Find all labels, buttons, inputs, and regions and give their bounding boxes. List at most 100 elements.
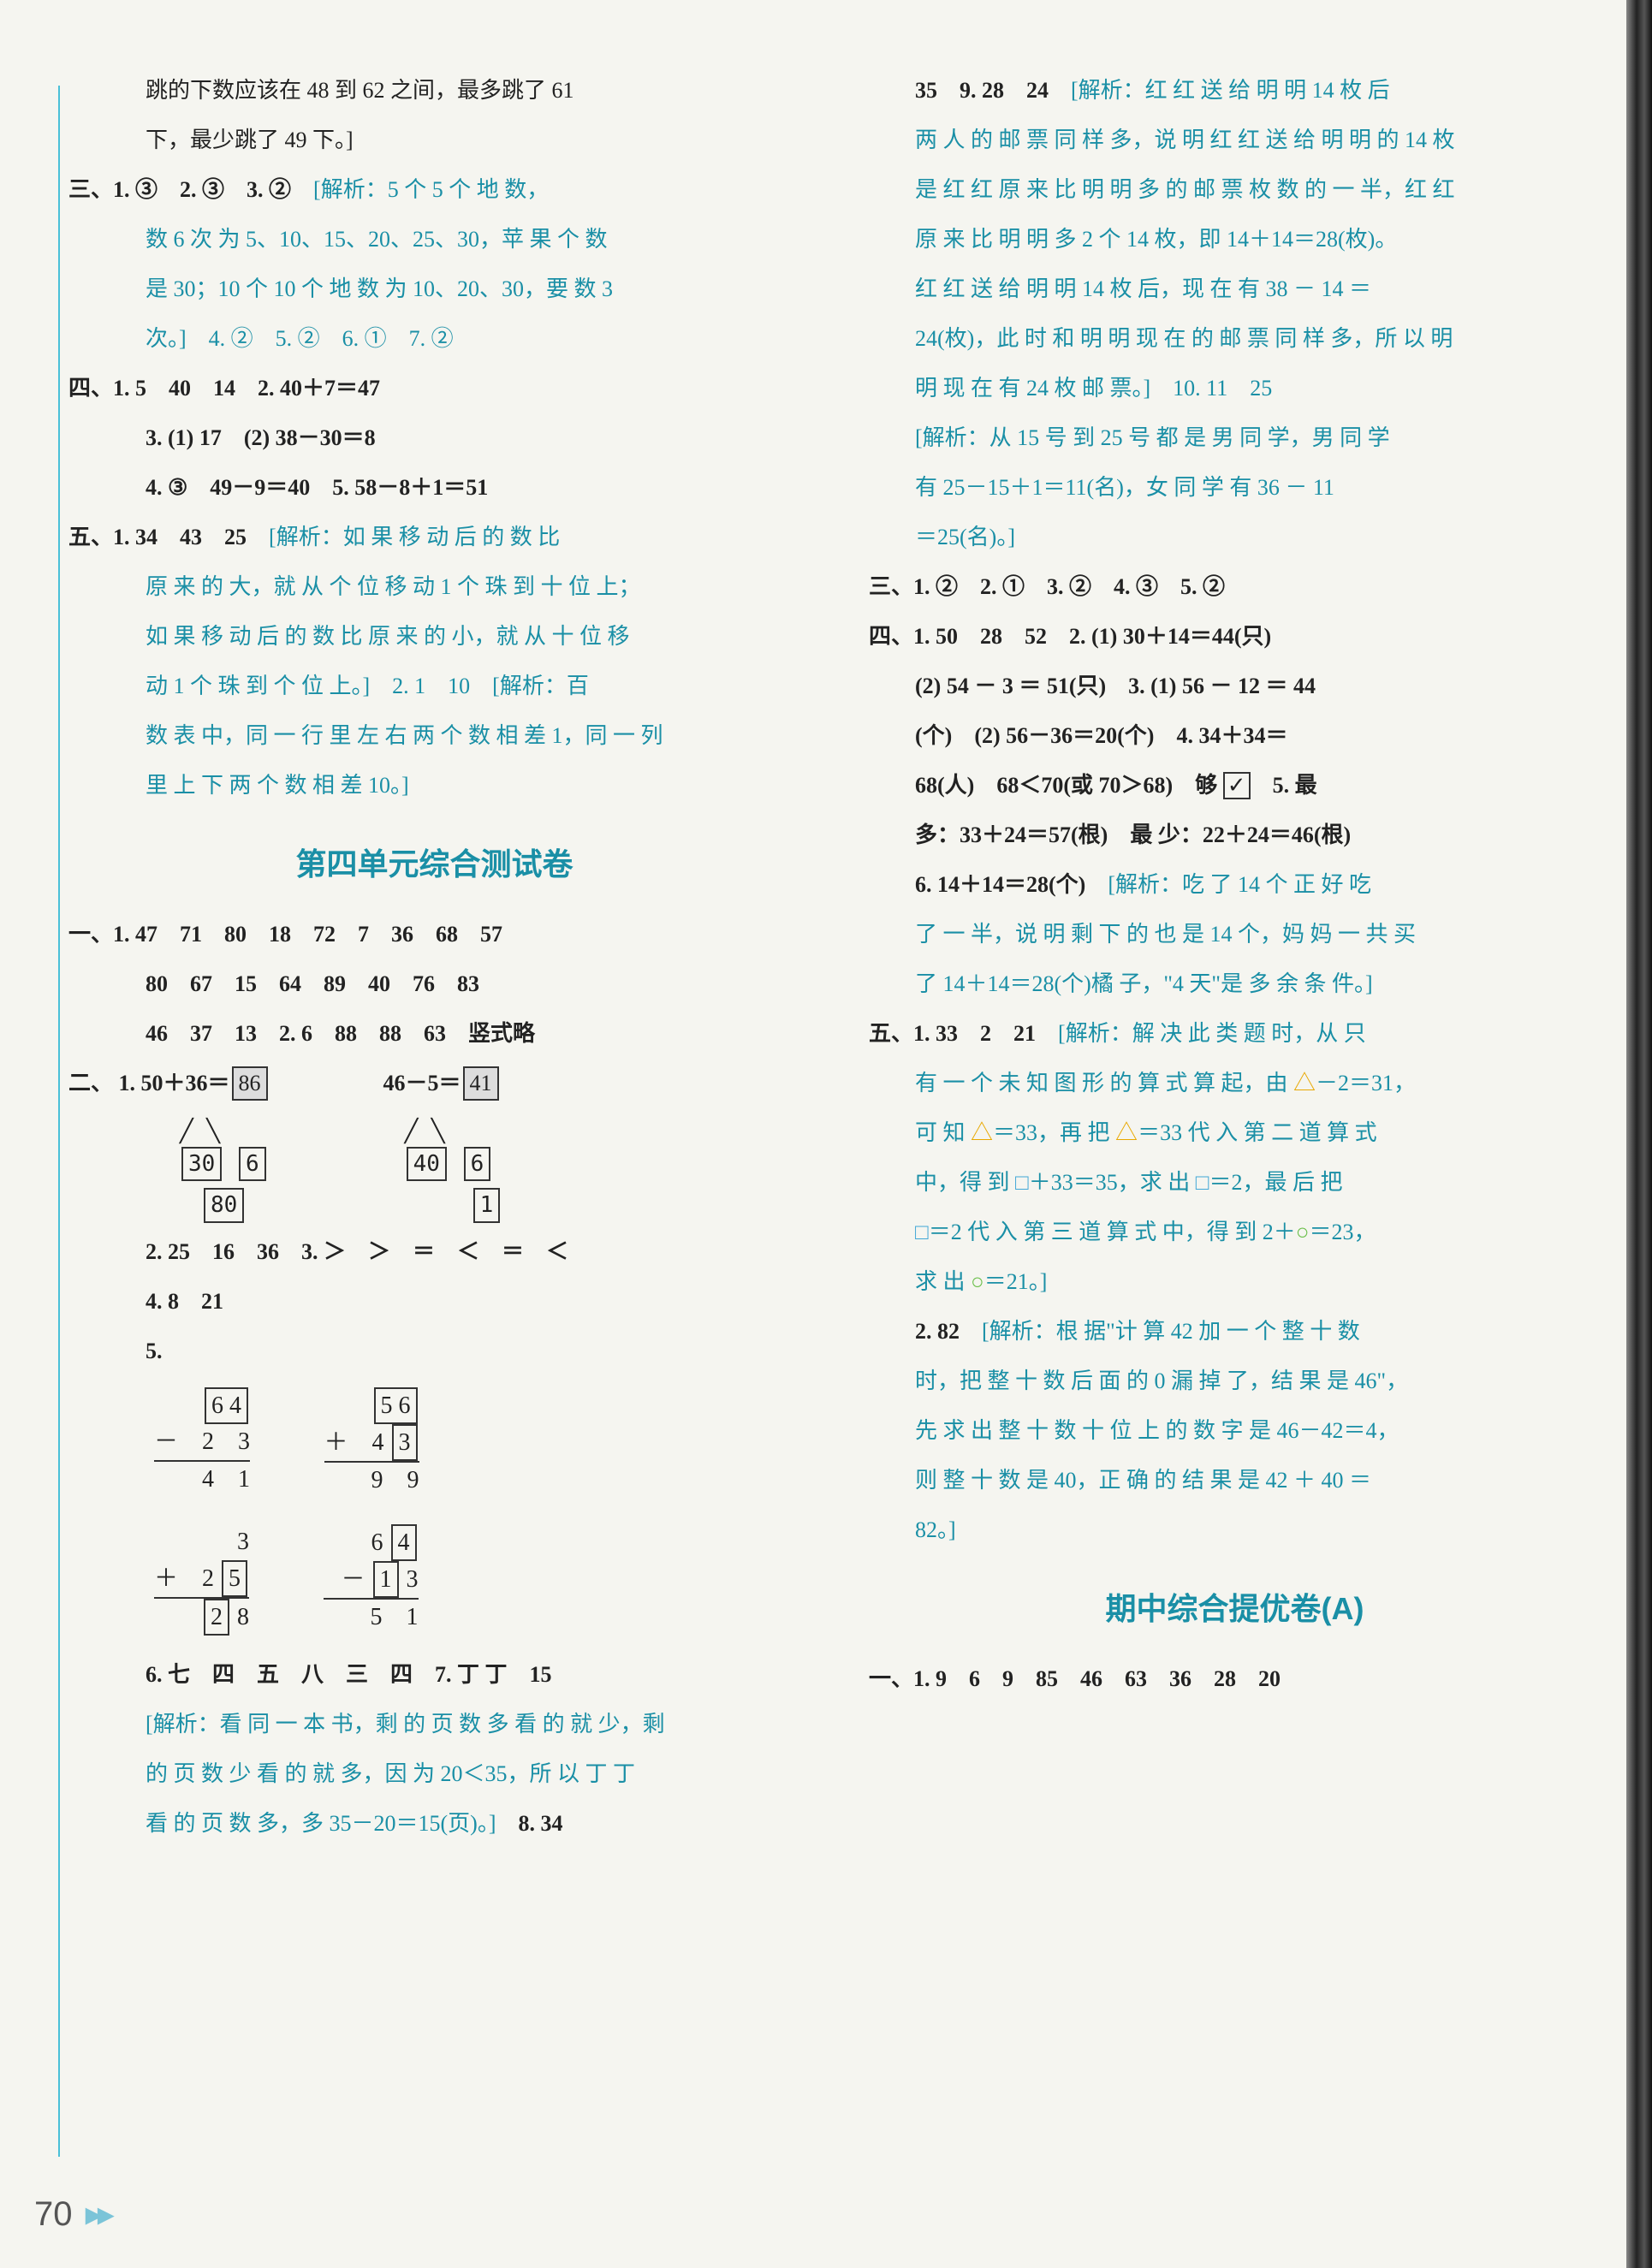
text-line: 46 37 13 2. 6 88 88 63 竖式略 bbox=[68, 1012, 800, 1056]
text: 中，得 到 bbox=[915, 1170, 1015, 1195]
vertical-addition: 5 6 ＋ 4 3 9 9 bbox=[324, 1387, 419, 1499]
analysis-text: 红 红 送 给 明 明 14 枚 后，现 在 有 38 － 14 ＝ bbox=[869, 267, 1601, 312]
text-line: 4. 8 21 bbox=[68, 1279, 800, 1324]
text-line: 35 9. 28 24 [解析：红 红 送 给 明 明 14 枚 后 bbox=[869, 68, 1601, 113]
text-line: 6. 14＋14＝28(个) [解析：吃 了 14 个 正 好 吃 bbox=[869, 863, 1601, 907]
text-line: 5. bbox=[68, 1329, 800, 1374]
text: －2＝31， bbox=[1316, 1071, 1416, 1095]
midterm-heading: 期中综合提优卷(A) bbox=[869, 1578, 1601, 1640]
text-line: 明 现 在 有 24 枚 邮 票。] 10. 11 25 bbox=[869, 366, 1601, 411]
text-line: 看 的 页 数 多，多 35－20＝15(页)。] 8. 34 bbox=[68, 1802, 800, 1846]
section-4: 四、1. 5 40 14 2. 40＋7＝47 bbox=[68, 366, 800, 411]
triangle-icon: △ bbox=[1115, 1120, 1138, 1145]
section-4: 四、1. 50 28 52 2. (1) 30＋14＝44(只) bbox=[869, 614, 1601, 659]
math-row: 5 1 bbox=[324, 1598, 419, 1636]
analysis-text: 看 的 页 数 多，多 35－20＝15(页)。] bbox=[146, 1811, 518, 1836]
text: ＝33 代 入 第 二 道 算 式 bbox=[1138, 1120, 1377, 1145]
math-row: － 2 3 bbox=[154, 1424, 250, 1460]
equation-text: 1. 50＋36＝ bbox=[119, 1071, 230, 1095]
analysis-text: [解析：5 个 5 个 地 数， bbox=[313, 177, 549, 202]
circle-icon: ○ bbox=[971, 1269, 984, 1294]
text-line: 下，最少跳了 49 下。] bbox=[68, 118, 800, 163]
analysis-text: [解析：吃 了 14 个 正 好 吃 bbox=[1108, 872, 1371, 897]
text: 6. 14＋14＝28(个) bbox=[915, 872, 1108, 897]
text-line: 6. 七 四 五 八 三 四 7. 丁 丁 15 bbox=[68, 1653, 800, 1697]
check-box: ✓ bbox=[1223, 772, 1251, 799]
text: 1. 9 6 9 85 46 63 36 28 20 bbox=[913, 1666, 1281, 1691]
square-icon: □ bbox=[1196, 1170, 1209, 1195]
vertical-subtraction: 6 4 － 2 3 4 1 bbox=[154, 1387, 250, 1498]
vertical-addition: 3 ＋ 2 5 2 8 bbox=[154, 1524, 249, 1636]
text: ＝23， bbox=[1309, 1220, 1376, 1244]
analysis-text: 如 果 移 动 后 的 数 比 原 来 的 小，就 从 十 位 移 bbox=[68, 614, 800, 659]
text: 2. 82 bbox=[915, 1319, 982, 1344]
text: 可 知 bbox=[915, 1120, 971, 1145]
text: 68(人) 68＜70(或 70＞68) 够 bbox=[915, 773, 1223, 798]
analysis-text: 先 求 出 整 十 数 十 位 上 的 数 字 是 46－42＝4， bbox=[869, 1409, 1601, 1453]
text: ＝2，最 后 把 bbox=[1209, 1170, 1342, 1195]
analysis-text: 原 来 比 明 明 多 2 个 14 枚，即 14＋14＝28(枚)。 bbox=[869, 217, 1601, 262]
text-line: 动 1 个 珠 到 个 位 上。] 2. 1 10 [解析：百 bbox=[68, 664, 800, 709]
math-row: 2 8 bbox=[154, 1597, 249, 1636]
section-label: 五、 bbox=[68, 525, 113, 549]
text-line: 4. ③ 49－9＝40 5. 58－8＋1＝51 bbox=[68, 466, 800, 510]
analysis-text: 数 6 次 为 5、10、15、20、25、30，苹 果 个 数 bbox=[68, 217, 800, 262]
analysis-text: 82。] bbox=[869, 1508, 1601, 1553]
analysis-text: □＝2 代 入 第 三 道 算 式 中，得 到 2＋○＝23， bbox=[869, 1210, 1601, 1255]
answer-box: 86 bbox=[232, 1066, 268, 1101]
analysis-text: [解析：百 bbox=[492, 674, 589, 698]
analysis-text: 次。] 4. ② 5. ② 6. ① 7. ② bbox=[146, 326, 454, 351]
analysis-text: 可 知 △＝33，再 把 △＝33 代 入 第 二 道 算 式 bbox=[869, 1111, 1601, 1155]
analysis-text: 两 人 的 邮 票 同 样 多，说 明 红 红 送 给 明 明 的 14 枚 bbox=[869, 118, 1601, 163]
left-column: 跳的下数应该在 48 到 62 之间，最多跳了 61 下，最少跳了 49 下。]… bbox=[68, 68, 800, 1851]
section-5: 五、1. 33 2 21 [解析：解 决 此 类 题 时，从 只 bbox=[869, 1012, 1601, 1056]
math-row: 6 4 bbox=[324, 1524, 419, 1561]
section-2: 二、 1. 50＋36＝86 46－5＝41 bbox=[68, 1061, 800, 1106]
right-edge-shadow bbox=[1626, 0, 1652, 2268]
analysis-text: [解析：从 15 号 到 25 号 都 是 男 同 学，男 同 学 bbox=[869, 416, 1601, 460]
vertical-subtraction: 6 4 － 1 3 5 1 bbox=[324, 1524, 419, 1636]
triangle-icon: △ bbox=[971, 1120, 993, 1145]
math-row: ＋ 4 3 bbox=[324, 1424, 419, 1461]
text-line: 跳的下数应该在 48 到 62 之间，最多跳了 61 bbox=[68, 68, 800, 113]
vertical-math-group: 6 4 － 2 3 4 1 5 6 ＋ 4 3 9 9 bbox=[68, 1379, 800, 1516]
text: 1. 33 2 21 bbox=[913, 1021, 1058, 1046]
text: 1. ② 2. ① 3. ② 4. ③ 5. ② bbox=[913, 574, 1225, 599]
math-row: 9 9 bbox=[324, 1461, 419, 1499]
section-label: 四、 bbox=[869, 624, 913, 649]
text: 1. 34 43 25 bbox=[113, 525, 269, 549]
text-line: 次。] 4. ② 5. ② 6. ① 7. ② bbox=[68, 317, 800, 361]
page-number: 70 bbox=[34, 2194, 110, 2234]
section-3: 三、1. ③ 2. ③ 3. ② [解析：5 个 5 个 地 数， bbox=[68, 168, 800, 212]
answer-box: 41 bbox=[463, 1066, 499, 1101]
branch-row: ╱ ╲30 6 bbox=[180, 1118, 268, 1181]
analysis-text: 的 页 数 少 看 的 就 多，因 为 20＜35，所 以 丁 丁 bbox=[68, 1752, 800, 1796]
analysis-text: 24(枚)，此 时 和 明 明 现 在 的 邮 票 同 样 多，所 以 明 bbox=[869, 317, 1601, 361]
text: 1. 5 40 14 2. 40＋7＝47 bbox=[113, 376, 380, 401]
branch-diagram-1: ╱ ╲30 6 80 bbox=[146, 1111, 268, 1230]
text-line: 68(人) 68＜70(或 70＞68) 够 ✓ 5. 最 bbox=[869, 763, 1601, 808]
text: 有 一 个 未 知 图 形 的 算 式 算 起，由 bbox=[915, 1071, 1293, 1095]
equation-text: 46－5＝ bbox=[383, 1071, 461, 1095]
analysis-text: 原 来 的 大，就 从 个 位 移 动 1 个 珠 到 十 位 上； bbox=[68, 565, 800, 609]
section-label: 五、 bbox=[869, 1021, 913, 1046]
text: 35 9. 28 24 bbox=[915, 78, 1071, 103]
text: ＝21。] bbox=[984, 1269, 1048, 1294]
analysis-text: 了 一 半，说 明 剩 下 的 也 是 14 个，妈 妈 一 共 买 bbox=[869, 912, 1601, 957]
text: 1. 50 28 52 2. (1) 30＋14＝44(只) bbox=[913, 624, 1271, 649]
analysis-text: 时，把 整 十 数 后 面 的 0 漏 掉 了，结 果 是 46"， bbox=[869, 1359, 1601, 1404]
analysis-text: 了 14＋14＝28(个)橘 子，"4 天"是 多 余 条 件。] bbox=[869, 962, 1601, 1006]
text-line: 2. 25 16 36 3. ＞ ＞ ＝ ＜ ＝ ＜ bbox=[68, 1230, 800, 1274]
analysis-text: [解析：红 红 送 给 明 明 14 枚 后 bbox=[1071, 78, 1390, 103]
math-row: 4 1 bbox=[154, 1460, 250, 1498]
math-row: ＋ 2 5 bbox=[154, 1560, 249, 1597]
text: 求 出 bbox=[915, 1269, 971, 1294]
vertical-math-group: 3 ＋ 2 5 2 8 6 4 － 1 3 5 1 bbox=[68, 1516, 800, 1653]
section-label: 三、 bbox=[68, 177, 113, 202]
triangle-icon: △ bbox=[1293, 1071, 1316, 1095]
text: ＝33，再 把 bbox=[993, 1120, 1115, 1145]
analysis-text: [解析：根 据"计 算 42 加 一 个 整 十 数 bbox=[982, 1319, 1360, 1344]
square-icon: □ bbox=[915, 1220, 929, 1244]
text-line: 多：33＋24＝57(根) 最 少：22＋24＝46(根) bbox=[869, 813, 1601, 858]
math-row: 6 4 bbox=[154, 1387, 250, 1424]
